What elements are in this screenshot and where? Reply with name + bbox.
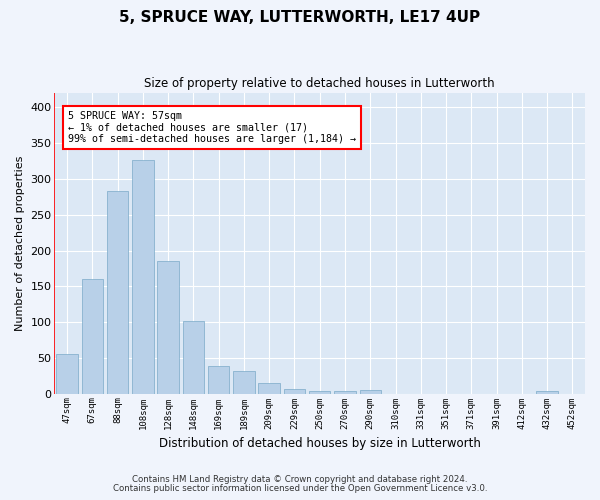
- Bar: [132, 160, 154, 394]
- Text: Contains public sector information licensed under the Open Government Licence v3: Contains public sector information licen…: [113, 484, 487, 493]
- Bar: [359, 390, 381, 394]
- Bar: [233, 370, 254, 394]
- Bar: [157, 261, 179, 394]
- Bar: [107, 191, 128, 394]
- Bar: [309, 391, 331, 394]
- Bar: [334, 391, 356, 394]
- Bar: [82, 279, 103, 394]
- Bar: [284, 388, 305, 394]
- Bar: [259, 383, 280, 394]
- Bar: [182, 320, 204, 394]
- Text: Contains HM Land Registry data © Crown copyright and database right 2024.: Contains HM Land Registry data © Crown c…: [132, 475, 468, 484]
- Text: 5, SPRUCE WAY, LUTTERWORTH, LE17 4UP: 5, SPRUCE WAY, LUTTERWORTH, LE17 4UP: [119, 10, 481, 25]
- Bar: [56, 354, 78, 394]
- Y-axis label: Number of detached properties: Number of detached properties: [15, 156, 25, 331]
- Title: Size of property relative to detached houses in Lutterworth: Size of property relative to detached ho…: [145, 78, 495, 90]
- Bar: [208, 366, 229, 394]
- X-axis label: Distribution of detached houses by size in Lutterworth: Distribution of detached houses by size …: [159, 437, 481, 450]
- Text: 5 SPRUCE WAY: 57sqm
← 1% of detached houses are smaller (17)
99% of semi-detache: 5 SPRUCE WAY: 57sqm ← 1% of detached hou…: [68, 111, 356, 144]
- Bar: [536, 391, 558, 394]
